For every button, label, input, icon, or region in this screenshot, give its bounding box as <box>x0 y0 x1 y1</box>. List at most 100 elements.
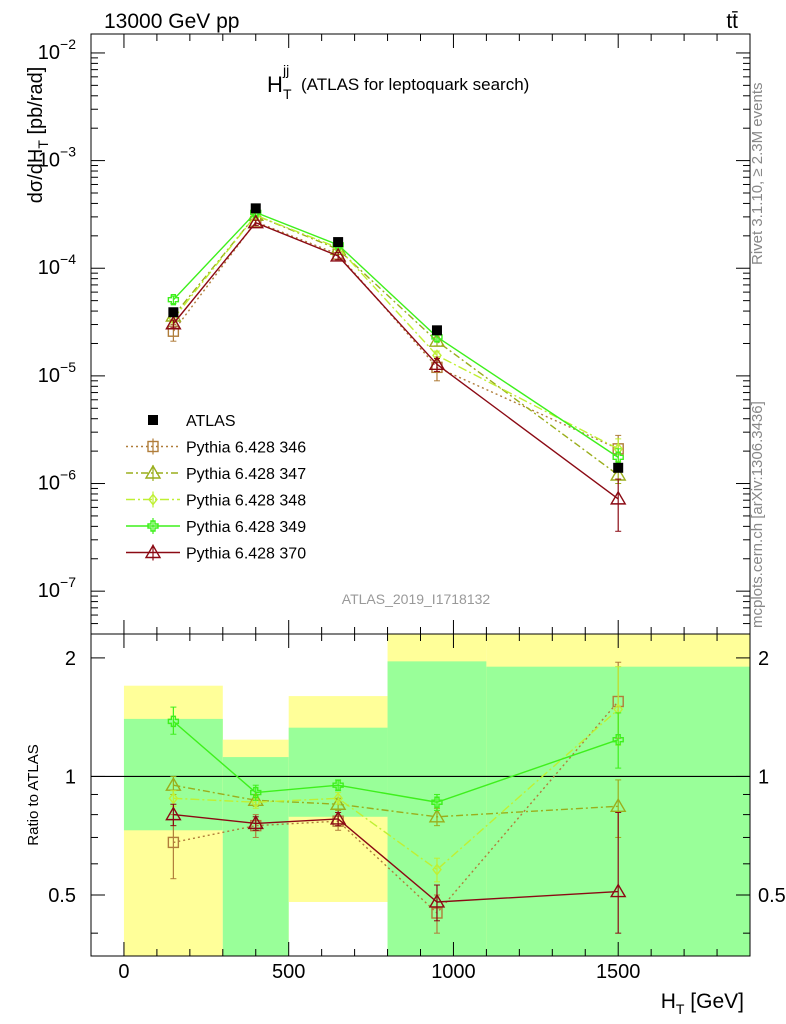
legend-label-py348: Pythia 6.428 348 <box>186 493 306 510</box>
ratio-line-py348 <box>173 708 619 871</box>
ratio-marker-py349 <box>612 733 624 746</box>
ratio-marker-py370 <box>247 814 264 830</box>
main-line-py370 <box>172 221 619 500</box>
plot-title-symbol: H <box>267 72 283 97</box>
data-point-atlas <box>613 462 624 473</box>
ratio-y-tick-label-left: 1 <box>65 766 76 788</box>
main-y-tick-label-base: 10 <box>38 365 60 387</box>
main-marker-py370 <box>165 315 182 330</box>
data-point-atlas <box>250 203 261 214</box>
ratio-axis-ticks: 0.5 0.5 1 1 2 2 0 500 1000 1500 <box>48 634 786 983</box>
main-line-py348 <box>172 214 619 450</box>
ratio-marker-py347 <box>609 797 627 812</box>
ratio-marker-py348 <box>168 792 179 805</box>
main-y-tick-label: 10−3 <box>38 144 76 172</box>
ratio-marker-py348 <box>333 792 344 805</box>
legend-marker-py370 <box>144 544 162 559</box>
data-point-atlas <box>168 307 179 318</box>
main-y-tick-label-exponent: −4 <box>60 251 76 267</box>
main-y-tick-label-base: 10 <box>38 580 60 602</box>
ratio-marker-py349 <box>167 715 180 728</box>
plot-title-description: (ATLAS for leptoquark search) <box>301 75 529 94</box>
ratio-marker-py348 <box>432 863 442 876</box>
ratio-marker-py349 <box>250 786 262 799</box>
x-axis-label: HT [GeV] <box>661 990 744 1017</box>
main-line-py347 <box>172 214 619 476</box>
main-marker-py370 <box>329 247 347 262</box>
legend-label-py349: Pythia 6.428 349 <box>186 519 306 536</box>
main-y-tick-label-base: 10 <box>38 150 60 172</box>
main-y-axis-label-sub: T <box>35 140 51 149</box>
ratio-uncertainty-bands <box>91 634 750 956</box>
main-marker-py349 <box>612 451 624 464</box>
x-tick-label: 1500 <box>596 961 641 983</box>
main-y-tick-label-exponent: −5 <box>60 359 76 375</box>
ratio-marker-py370 <box>428 893 446 908</box>
main-series-layer <box>165 206 627 532</box>
main-y-tick-label: 10−4 <box>38 251 76 279</box>
ratio-marker-py349 <box>431 796 443 808</box>
main-y-tick-label-exponent: −3 <box>60 144 76 160</box>
x-axis-label-unit: [GeV] <box>684 990 744 1013</box>
analysis-label: ATLAS_2019_I1718132 <box>342 591 491 607</box>
main-marker-py370 <box>247 214 264 229</box>
main-y-axis-label: dσ/dHT [pb/rad] <box>25 67 51 204</box>
data-point-atlas <box>333 237 344 248</box>
legend-marker-py346 <box>147 440 159 453</box>
main-y-tick-label: 10−2 <box>38 36 76 64</box>
header-process-label: tt̄ <box>726 10 738 33</box>
ratio-y-tick-label-left: 2 <box>65 648 76 670</box>
ratio-y-tick-label-left: 0.5 <box>48 885 76 907</box>
ratio-marker-py370 <box>609 883 627 898</box>
main-axis-ticks: 10−210−310−410−510−610−7 <box>38 34 750 635</box>
ratio-marker-py347 <box>329 795 347 810</box>
main-data-points <box>168 203 624 473</box>
x-tick-label: 0 <box>118 961 129 983</box>
main-line-py349 <box>172 211 619 458</box>
main-y-tick-label-base: 10 <box>38 257 60 279</box>
main-y-tick-label: 10−6 <box>38 467 76 495</box>
main-marker-py347 <box>428 332 446 347</box>
ratio-y-axis-label: Ratio to ATLAS <box>25 744 42 845</box>
x-axis-label-main: H <box>661 990 676 1013</box>
main-marker-py370 <box>609 490 627 505</box>
data-point-atlas <box>431 325 442 336</box>
mcplots-reference-label: mcplots.cern.ch [arXiv:1306.3436] <box>749 401 766 628</box>
legend-label-py370: Pythia 6.428 370 <box>186 546 306 563</box>
ratio-marker-py346 <box>167 836 180 849</box>
ratio-marker-py370 <box>329 810 347 825</box>
ratio-y-tick-label-right: 1 <box>758 766 769 788</box>
main-y-axis-label-main: dσ/dH <box>25 149 47 204</box>
main-y-tick-label-base: 10 <box>38 473 60 495</box>
main-marker-py370 <box>428 355 446 371</box>
x-axis-label-sub: T <box>676 1001 685 1017</box>
main-y-axis-label-unit: [pb/rad] <box>25 67 47 140</box>
legend-marker-py347 <box>144 464 162 479</box>
legend-marker-py348 <box>148 493 158 506</box>
main-panel-frame <box>90 33 751 635</box>
plot-title: H jj T (ATLAS for leptoquark search) <box>267 62 529 102</box>
ratio-series-layer <box>165 661 627 934</box>
x-tick-label: 1000 <box>431 961 476 983</box>
legend-label-py347: Pythia 6.428 347 <box>186 466 306 483</box>
header-energy-label: 13000 GeV pp <box>104 10 239 33</box>
legend-label-py346: Pythia 6.428 346 <box>186 440 306 457</box>
main-y-tick-label: 10−5 <box>38 359 76 387</box>
ratio-marker-py370 <box>165 806 182 821</box>
legend: ATLAS Pythia 6.428 346 Pythia 6.428 347 Pyt… <box>126 413 306 563</box>
plot-title-subscript: T <box>283 86 292 102</box>
legend-marker-py349 <box>147 520 159 532</box>
ratio-marker-py347 <box>428 808 446 823</box>
ratio-y-tick-label-right: 0.5 <box>758 885 786 907</box>
main-y-tick-label: 10−7 <box>38 574 76 602</box>
legend-marker-atlas <box>148 415 158 425</box>
main-y-tick-label-exponent: −6 <box>60 467 76 483</box>
main-y-tick-label-exponent: −2 <box>60 36 76 52</box>
ratio-y-tick-label-right: 2 <box>758 648 769 670</box>
x-tick-label: 500 <box>272 961 305 983</box>
legend-label-atlas: ATLAS <box>186 413 236 430</box>
rivet-version-label: Rivet 3.1.10, ≥ 2.3M events <box>749 83 766 266</box>
plot-title-superscript: jj <box>282 62 289 78</box>
ratio-panel-frame <box>90 633 751 957</box>
